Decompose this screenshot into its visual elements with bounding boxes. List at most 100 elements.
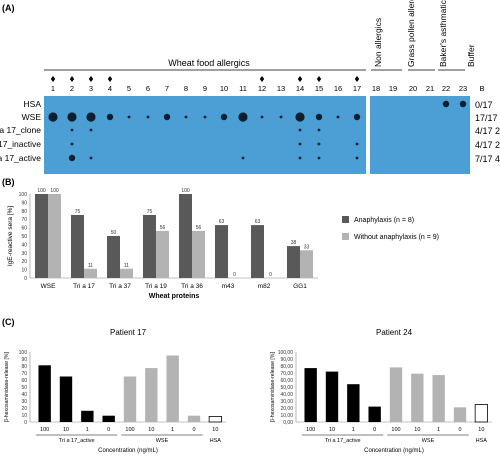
blot-dot [67,112,77,122]
y-tick-label: 70,00 [280,371,293,377]
y-tick-label: 70 [21,217,27,223]
bar [347,384,360,422]
group-label: WSE [156,438,169,444]
blot-dot [127,115,131,119]
category-label: Tri a 37 [109,283,131,290]
blot-dot [336,115,340,119]
bar-value-label: 50 [111,230,117,236]
anaphylaxis-diamond-marker [297,76,303,82]
legend-label: Without anaphylaxis (n = 9) [354,234,439,241]
blot-dot [317,128,321,132]
lane-label: 12 [258,84,266,93]
blot-dot [298,142,302,146]
y-tick-label: 100 [19,350,28,356]
lane-label: 23 [459,84,467,93]
panel-a-label: (A) [2,3,15,13]
control-group-label: Buffer [466,44,476,67]
bar [215,225,228,278]
row-label: Tri a 17_active [0,153,41,163]
bar-value-label: 0 [233,272,236,278]
bar [81,410,94,422]
y-tick-label: 40 [21,242,27,248]
lane-label: 5 [127,84,131,93]
bar [71,215,84,278]
row-label: Tri a 17_clone [0,125,41,135]
bar [35,194,48,278]
category-label: 100 [40,427,49,433]
category-label: m82 [258,283,271,290]
blot-dot [298,156,302,160]
blot-dot [89,156,93,160]
y-tick-label: 100 [19,192,28,198]
group-label: HSA [476,438,488,444]
lane-label: 18 [372,84,380,93]
bar [107,236,120,278]
row-result: 17/17 [475,113,498,123]
chart-title: Patient 24 [376,328,413,337]
group-label: Tri a 17_active [325,438,361,444]
bar [84,268,97,278]
anaphylaxis-diamond-marker [50,76,56,82]
blot-dot [89,128,93,132]
y-tick-label: 70 [21,371,27,377]
blot-dot [70,142,74,146]
blot-dot [146,115,150,119]
category-label: 10 [212,427,218,433]
bar [325,371,339,422]
lane-label: 7 [165,84,169,93]
y-tick-label: 90 [21,200,27,206]
blot-dot [163,113,171,121]
blot-dot [317,156,321,160]
x-axis-title: Concentration (ng/mL) [364,448,424,454]
category-label: 1 [171,427,174,433]
blot-dot [295,112,305,122]
category-label: 10 [329,427,335,433]
y-tick-label: 0,00 [283,420,293,426]
blot-dot [238,112,248,122]
y-tick-label: 30 [21,251,27,257]
anaphylaxis-diamond-marker [107,76,113,82]
blot-dot [106,113,114,121]
bar [411,373,424,422]
bar-value-label: 56 [196,225,202,231]
row-result: 7/17 41% [475,154,500,164]
category-label: 0 [373,427,376,433]
anaphylaxis-diamond-marker [354,76,360,82]
lane-label: B [479,84,484,93]
category-label: GG1 [293,283,307,290]
blot-dot [86,112,96,122]
bar [123,376,137,422]
category-label: 100 [125,427,134,433]
anaphylaxis-diamond-marker [259,76,265,82]
group-label: WSE [422,438,435,444]
row-label: HSA [24,99,42,109]
blot-dot [260,115,264,119]
lane-label: 6 [146,84,150,93]
blot-dot [353,113,361,121]
lane-label: 2 [70,84,74,93]
category-label: 100 [391,427,400,433]
y-axis-title: β-hexosaminidase-release [%] [4,352,10,422]
y-axis-title: β-hexosaminidase-release [%] [270,352,276,422]
blot-dot [317,142,321,146]
y-tick-label: 0 [24,276,27,282]
bar-value-label: 100 [37,188,46,194]
y-tick-label: 40 [21,392,27,398]
bar-value-label: 11 [124,263,129,269]
lane-label: 9 [203,84,207,93]
bar-value-label: 33 [304,244,310,250]
group-label: Tri a 17_active [59,438,95,444]
category-label: 1 [437,427,440,433]
blot-dot [355,142,359,146]
y-tick-label: 30,00 [280,399,293,405]
blot-dot [220,113,228,121]
category-label: 100 [306,427,315,433]
lane-label: 21 [426,84,434,93]
bar [474,404,488,423]
y-tick-label: 50 [21,234,27,240]
bar [143,215,156,278]
bar-value-label: 75 [75,209,81,215]
category-label: Tri a 17 [73,283,95,290]
bar [102,415,115,422]
control-group-label: Baker's asthmatics [438,0,448,67]
